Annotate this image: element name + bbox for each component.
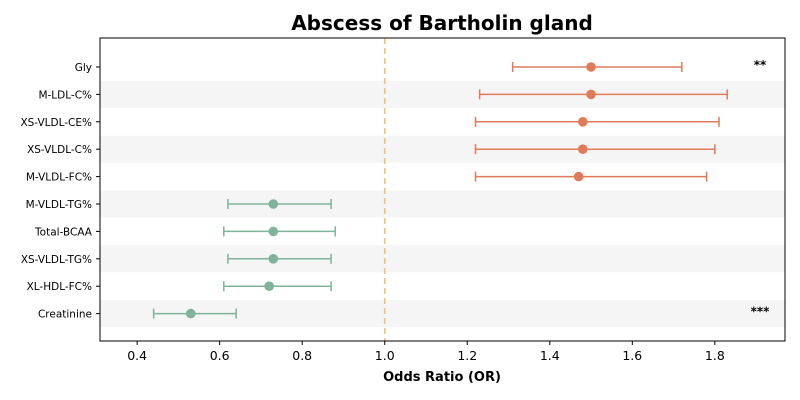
x-tick-label: 0.8: [292, 348, 312, 363]
x-tick-label: 0.6: [210, 348, 230, 363]
y-tick-label: Gly: [75, 62, 92, 74]
x-tick-label: 1.0: [375, 348, 395, 363]
or-point: [268, 199, 279, 209]
y-tick-label: XS-VLDL-CE%: [20, 117, 92, 129]
or-point: [268, 226, 279, 237]
or-point: [578, 144, 588, 154]
plot-frame: [99, 37, 786, 342]
y-tick-label: M-VLDL-TG%: [26, 199, 92, 211]
y-tick-label: M-LDL-C%: [38, 89, 92, 101]
or-point: [268, 253, 279, 264]
x-axis-label: Odds Ratio (OR): [383, 370, 501, 385]
row-band: [100, 190, 785, 218]
or-point: [264, 281, 274, 292]
or-point: [185, 308, 196, 319]
y-tick-label: Total-BCAA: [34, 226, 93, 238]
significance-labels: *****: [751, 58, 771, 319]
or-point: [586, 89, 596, 100]
y-tick-label: XS-VLDL-TG%: [21, 254, 92, 266]
x-tick-label: 1.8: [705, 348, 725, 363]
x-tick-label: 0.4: [127, 348, 147, 363]
data-marks: [152, 62, 728, 319]
x-tick-label: 1.4: [540, 348, 560, 363]
chart-title: Abscess of Bartholin gland: [291, 11, 593, 35]
or-point: [586, 62, 596, 72]
significance-label: **: [754, 58, 767, 72]
y-tick-label: Creatinine: [38, 309, 92, 321]
or-point: [573, 171, 584, 182]
or-point: [578, 117, 588, 127]
x-tick-label: 1.6: [622, 348, 642, 363]
x-tick-label: 1.2: [457, 348, 477, 363]
x-axis: 0.4 0.6 0.8 1.0 1.2 1.4 1.6 1.8: [127, 341, 725, 363]
significance-label: ***: [751, 305, 771, 319]
row-band: [100, 245, 785, 273]
y-tick-label: XS-VLDL-C%: [27, 144, 92, 156]
y-axis-labels: Gly M-LDL-C% XS-VLDL-CE% XS-VLDL-C% M-VLDL-F…: [20, 62, 100, 321]
y-tick-label: M-VLDL-FC%: [26, 172, 92, 184]
row-bands: [100, 80, 785, 328]
y-tick-label: XL-HDL-FC%: [27, 281, 92, 293]
